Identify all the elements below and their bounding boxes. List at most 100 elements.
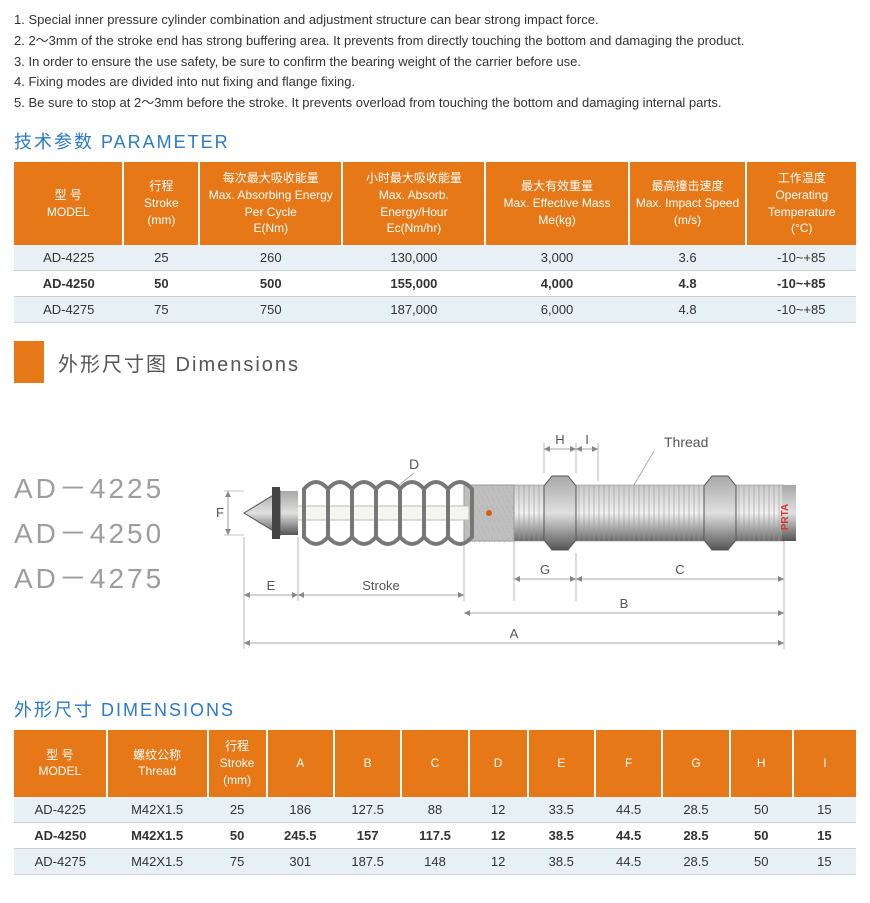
table-cell: AD-4275 xyxy=(14,848,107,874)
table-cell: 500 xyxy=(199,271,342,297)
table-cell: 186 xyxy=(267,797,334,823)
table-cell: 88 xyxy=(401,797,468,823)
table-cell: AD-4225 xyxy=(14,797,107,823)
table-header: 小时最大吸收能量Max. Absorb. Energy/HourEc(Nm/hr… xyxy=(342,162,485,245)
table-cell: 38.5 xyxy=(528,822,595,848)
table-cell: 50 xyxy=(730,848,793,874)
model-label: AD－4250 xyxy=(14,512,164,557)
table-row: AD-4225M42X1.525186127.5881233.544.528.5… xyxy=(14,797,856,823)
table-cell: 157 xyxy=(334,822,401,848)
dimensions-table: 型 号MODEL螺纹公称Thread行程Stroke(mm)ABCDEFGHI … xyxy=(14,730,856,874)
table-header: A xyxy=(267,730,334,796)
table-cell: 50 xyxy=(730,822,793,848)
table-cell: M42X1.5 xyxy=(107,848,208,874)
table-cell: 44.5 xyxy=(595,822,662,848)
table-cell: -10~+85 xyxy=(746,297,856,323)
table-cell: 4,000 xyxy=(485,271,628,297)
table-cell: 3.6 xyxy=(629,245,747,271)
note-line: 4. Fixing modes are divided into nut fix… xyxy=(14,72,856,93)
table-cell: 44.5 xyxy=(595,848,662,874)
table-header: G xyxy=(662,730,729,796)
dimensions-header: 外形尺寸图 Dimensions xyxy=(14,341,856,383)
table-header: 行程Stroke(mm) xyxy=(123,162,199,245)
note-line: 5. Be sure to stop at 2～3mm before the s… xyxy=(14,93,856,114)
table-cell: 50 xyxy=(730,797,793,823)
table-cell: 12 xyxy=(469,848,528,874)
svg-text:C: C xyxy=(675,562,684,577)
table-cell: AD-4250 xyxy=(14,822,107,848)
table-cell: 12 xyxy=(469,797,528,823)
table-cell: -10~+85 xyxy=(746,245,856,271)
table-cell: 15 xyxy=(793,797,856,823)
table-cell: 148 xyxy=(401,848,468,874)
table-cell: 155,000 xyxy=(342,271,485,297)
model-list: AD－4225AD－4250AD－4275 xyxy=(14,467,164,601)
table-cell: 38.5 xyxy=(528,848,595,874)
note-line: 1. Special inner pressure cylinder combi… xyxy=(14,10,856,31)
table-header: 工作温度Operating Temperature(°C) xyxy=(746,162,856,245)
table-header: C xyxy=(401,730,468,796)
table-header: 型 号MODEL xyxy=(14,162,123,245)
table-cell: AD-4225 xyxy=(14,245,123,271)
svg-text:D: D xyxy=(409,456,419,472)
table-header: 行程Stroke(mm) xyxy=(208,730,267,796)
table-cell: 28.5 xyxy=(662,822,729,848)
table-cell: 50 xyxy=(123,271,199,297)
note-line: 2. 2～3mm of the stroke end has strong bu… xyxy=(14,31,856,52)
table-cell: 75 xyxy=(208,848,267,874)
table-header: I xyxy=(793,730,856,796)
table-cell: -10~+85 xyxy=(746,271,856,297)
table-cell: 28.5 xyxy=(662,797,729,823)
table-cell: 301 xyxy=(267,848,334,874)
table-cell: AD-4250 xyxy=(14,271,123,297)
model-label: AD－4275 xyxy=(14,557,164,602)
svg-text:Thread: Thread xyxy=(664,434,708,450)
table-cell: 50 xyxy=(208,822,267,848)
table-header: F xyxy=(595,730,662,796)
table-header: D xyxy=(469,730,528,796)
table-cell: 3,000 xyxy=(485,245,628,271)
svg-text:Stroke: Stroke xyxy=(362,578,400,593)
table-row: AD-4275M42X1.575301187.51481238.544.528.… xyxy=(14,848,856,874)
table-cell: M42X1.5 xyxy=(107,822,208,848)
table-row: AD-427575750187,0006,0004.8-10~+85 xyxy=(14,297,856,323)
diagram-row: AD－4225AD－4250AD－4275 PRTAHIThreadDFGCBA… xyxy=(14,403,856,666)
notes-list: 1. Special inner pressure cylinder combi… xyxy=(14,10,856,114)
table-cell: 260 xyxy=(199,245,342,271)
table-cell: AD-4275 xyxy=(14,297,123,323)
svg-text:G: G xyxy=(540,562,550,577)
table-cell: 187.5 xyxy=(334,848,401,874)
table-cell: 4.8 xyxy=(629,271,747,297)
svg-text:A: A xyxy=(510,626,519,641)
model-label: AD－4225 xyxy=(14,467,164,512)
table-cell: 127.5 xyxy=(334,797,401,823)
svg-text:I: I xyxy=(585,432,589,447)
table-cell: 130,000 xyxy=(342,245,485,271)
table-row: AD-4250M42X1.550245.5157117.51238.544.52… xyxy=(14,822,856,848)
table-header: E xyxy=(528,730,595,796)
parameter-title: 技术参数 PARAMETER xyxy=(14,128,856,154)
dimensions-header-text: 外形尺寸图 Dimensions xyxy=(58,348,300,377)
table-cell: 117.5 xyxy=(401,822,468,848)
dimension-diagram: PRTAHIThreadDFGCBAEStroke xyxy=(184,403,856,666)
note-line: 3. In order to ensure the use safety, be… xyxy=(14,52,856,73)
table-row: AD-425050500155,0004,0004.8-10~+85 xyxy=(14,271,856,297)
table-cell: 33.5 xyxy=(528,797,595,823)
svg-text:E: E xyxy=(267,578,276,593)
table-header: B xyxy=(334,730,401,796)
table-row: AD-422525260130,0003,0003.6-10~+85 xyxy=(14,245,856,271)
table-header: 螺纹公称Thread xyxy=(107,730,208,796)
svg-text:H: H xyxy=(555,432,564,447)
table-cell: 25 xyxy=(123,245,199,271)
table-header: 最大有效重量Max. Effective MassMe(kg) xyxy=(485,162,628,245)
table-header: 最高撞击速度Max. Impact Speed(m/s) xyxy=(629,162,747,245)
table-cell: 44.5 xyxy=(595,797,662,823)
table-cell: 75 xyxy=(123,297,199,323)
table-cell: 4.8 xyxy=(629,297,747,323)
table-cell: 750 xyxy=(199,297,342,323)
table-header: H xyxy=(730,730,793,796)
table-cell: 15 xyxy=(793,822,856,848)
svg-text:F: F xyxy=(216,505,224,520)
dimensions-title: 外形尺寸 DIMENSIONS xyxy=(14,696,856,722)
table-header: 型 号MODEL xyxy=(14,730,107,796)
